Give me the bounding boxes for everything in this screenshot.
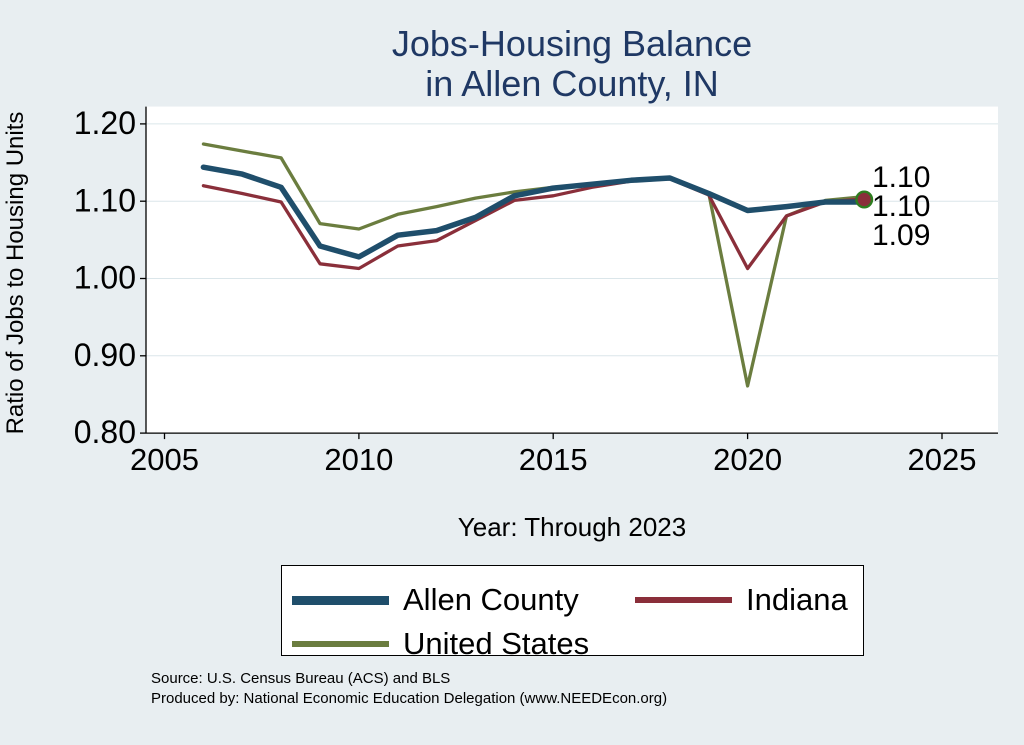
svg-text:2020: 2020 [713,442,782,477]
svg-text:2025: 2025 [908,442,977,477]
svg-text:2010: 2010 [324,442,393,477]
svg-text:1.20: 1.20 [74,105,136,141]
svg-text:1.09: 1.09 [872,219,930,252]
svg-text:1.10: 1.10 [74,182,136,218]
svg-text:0.80: 0.80 [74,414,136,450]
svg-text:2005: 2005 [130,442,199,477]
svg-text:1.00: 1.00 [74,260,136,296]
svg-text:0.90: 0.90 [74,337,136,373]
svg-text:2015: 2015 [519,442,588,477]
